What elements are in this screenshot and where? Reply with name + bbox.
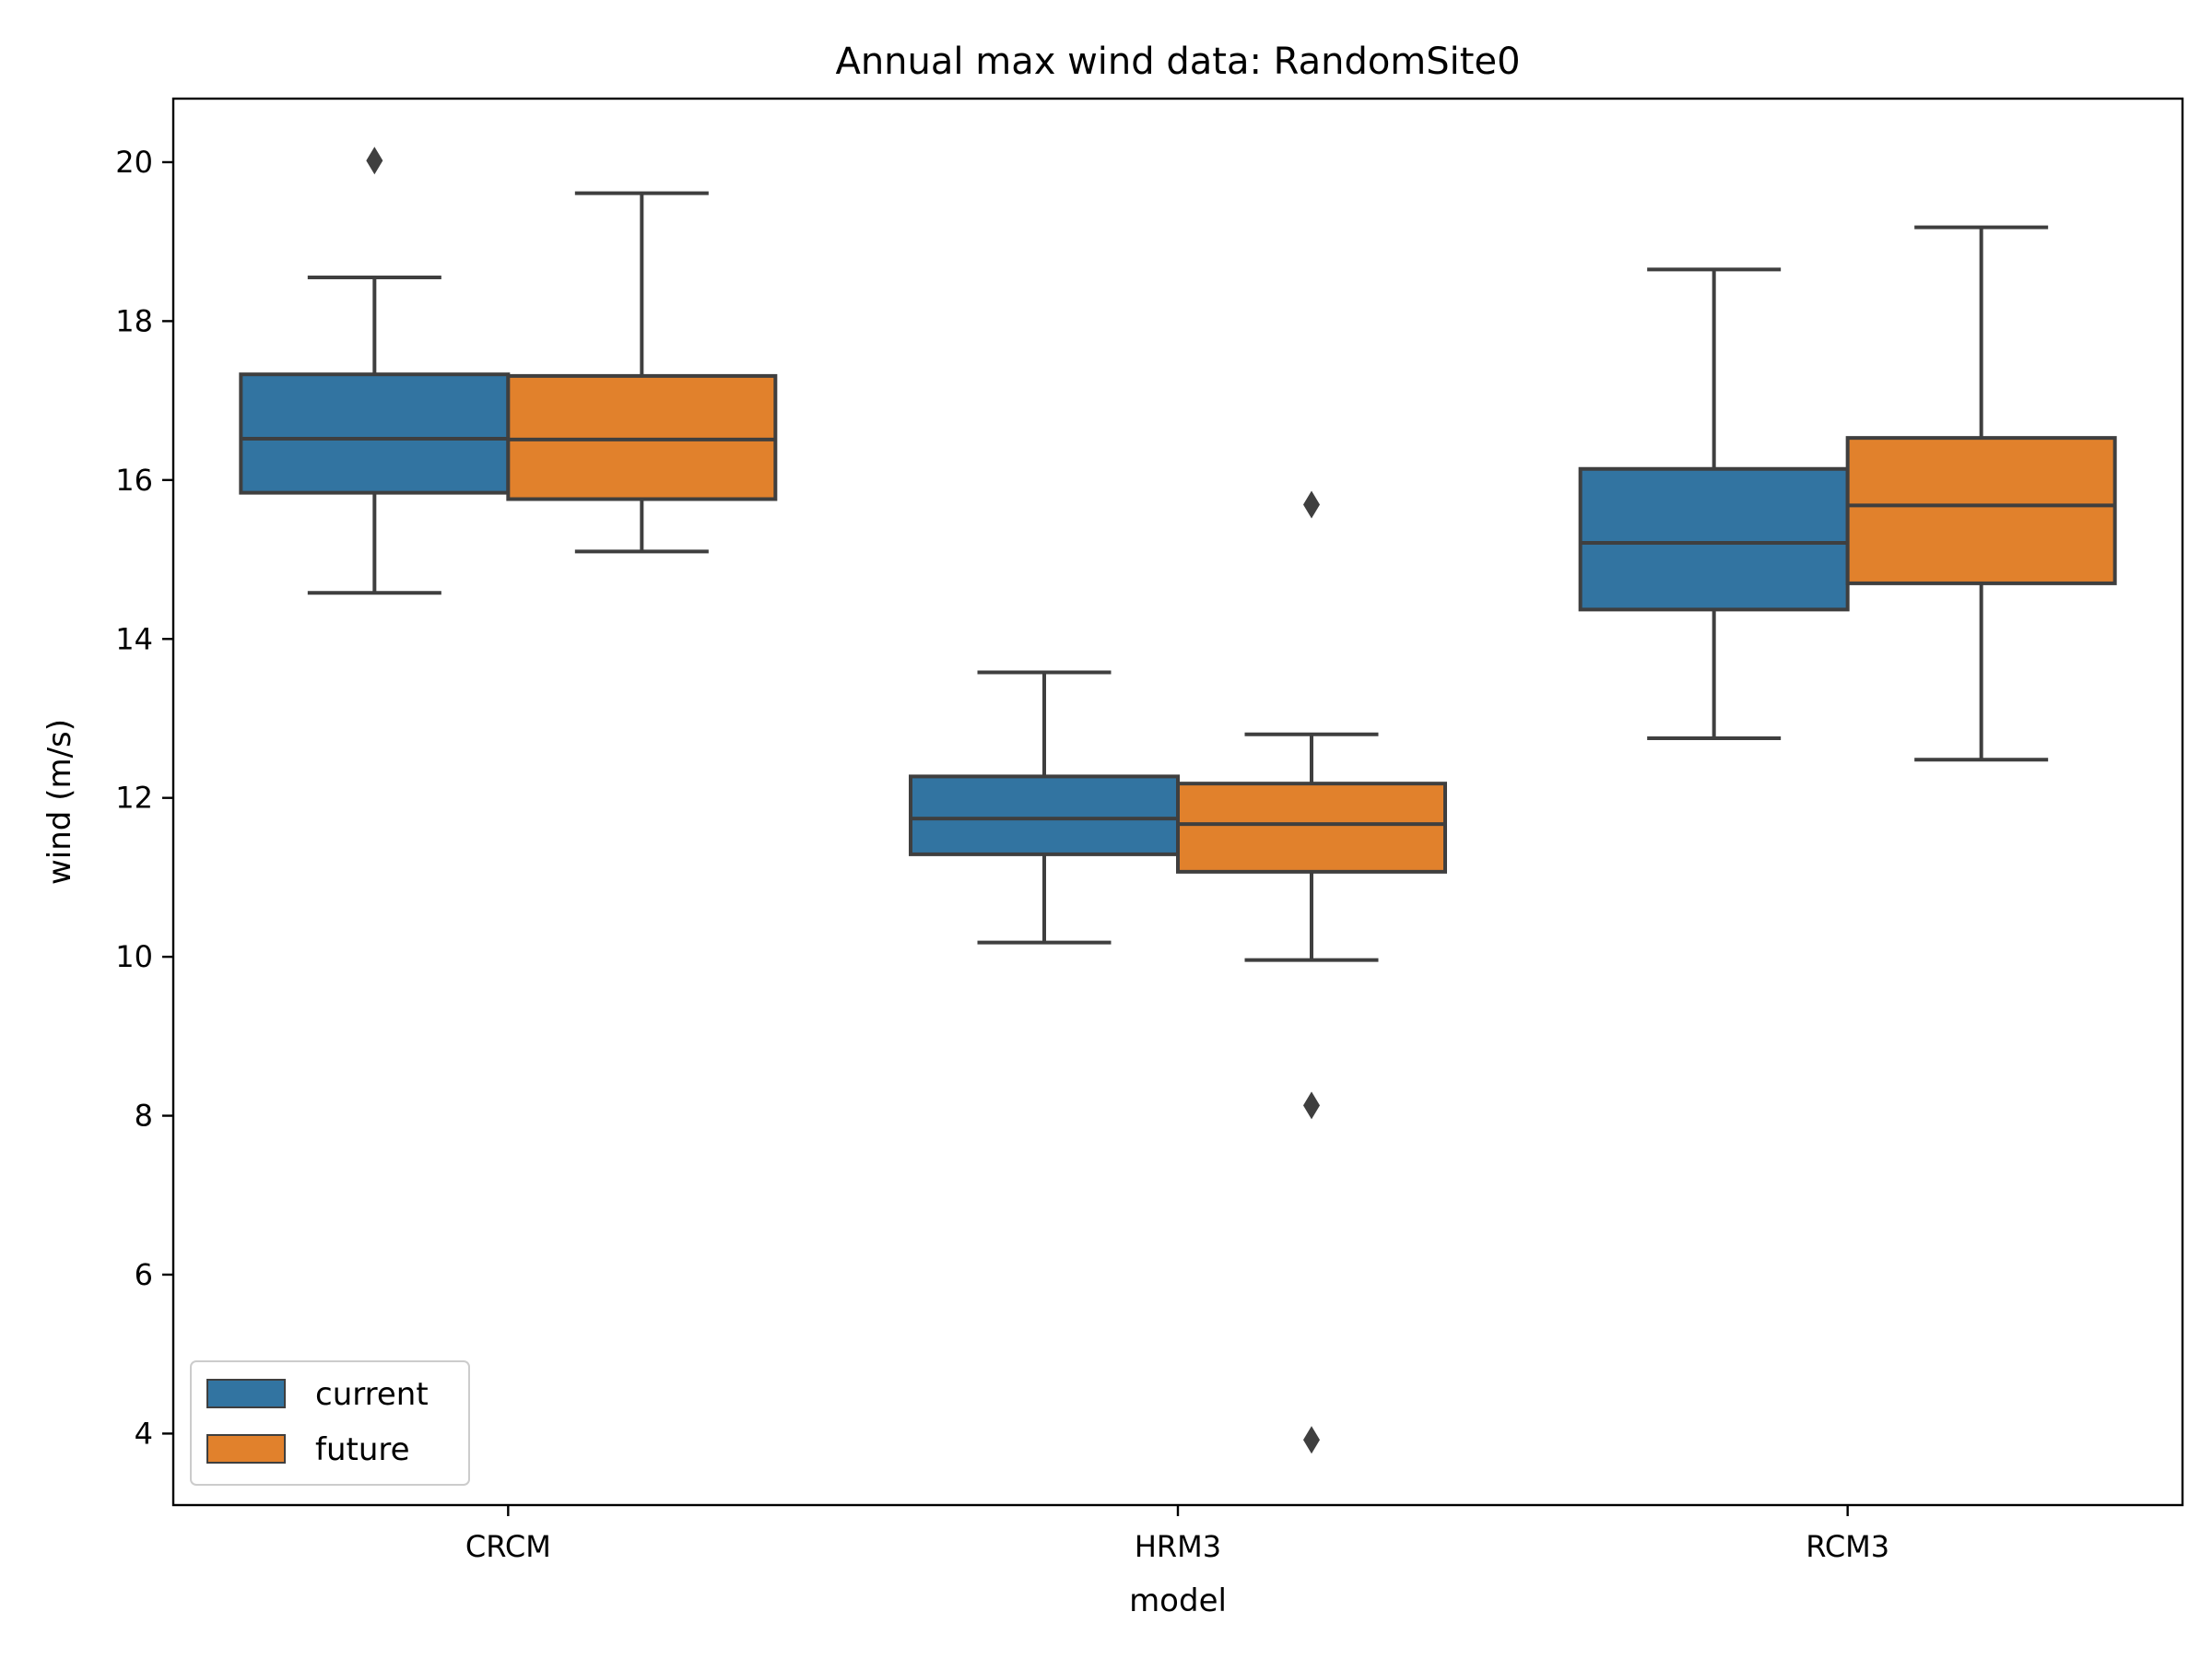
chart-title: Annual max wind data: RandomSite0 [835,41,1520,83]
outlier-future-hrm3-2 [1303,1426,1320,1454]
y-tick-label-4: 4 [135,1416,153,1451]
legend-swatch-future [206,1434,286,1464]
y-tick-label-6: 6 [135,1257,153,1292]
y-tick-label-14: 14 [115,621,153,656]
legend-label-future: future [315,1431,410,1468]
y-tick-label-12: 12 [115,781,153,816]
y-axis-label: wind (m/s) [41,719,78,885]
y-tick-label-18: 18 [115,303,153,338]
box-current-rcm3 [1578,466,1850,612]
x-tick-label-crcm: CRCM [465,1529,551,1564]
y-tick-label-8: 8 [135,1099,153,1134]
outlier-future-hrm3-1 [1303,1091,1320,1120]
x-axis: CRCM HRM3 RCM3 [465,1505,1889,1564]
outlier-current-crcm-0 [366,147,383,175]
y-tick-label-16: 16 [115,463,153,498]
box-current-hrm3 [909,774,1180,856]
y-tick-label-10: 10 [115,939,153,974]
box-future-rcm3 [1845,436,2117,585]
y-axis: 4 6 8 10 12 14 16 18 20 [115,145,173,1451]
x-tick-label-hrm3: HRM3 [1135,1529,1221,1564]
box-future-crcm [506,373,778,501]
x-axis-label: model [1129,1583,1227,1619]
legend-swatch-current [206,1379,286,1408]
box-plot-layer [239,147,2117,1454]
box-future-hrm3 [1176,782,1447,874]
outlier-future-hrm3-0 [1303,490,1320,519]
box-current-crcm [239,372,511,495]
y-tick-label-20: 20 [115,145,153,180]
x-tick-label-rcm3: RCM3 [1806,1529,1889,1564]
legend: current future [190,1360,470,1486]
legend-label-current: current [315,1376,429,1413]
